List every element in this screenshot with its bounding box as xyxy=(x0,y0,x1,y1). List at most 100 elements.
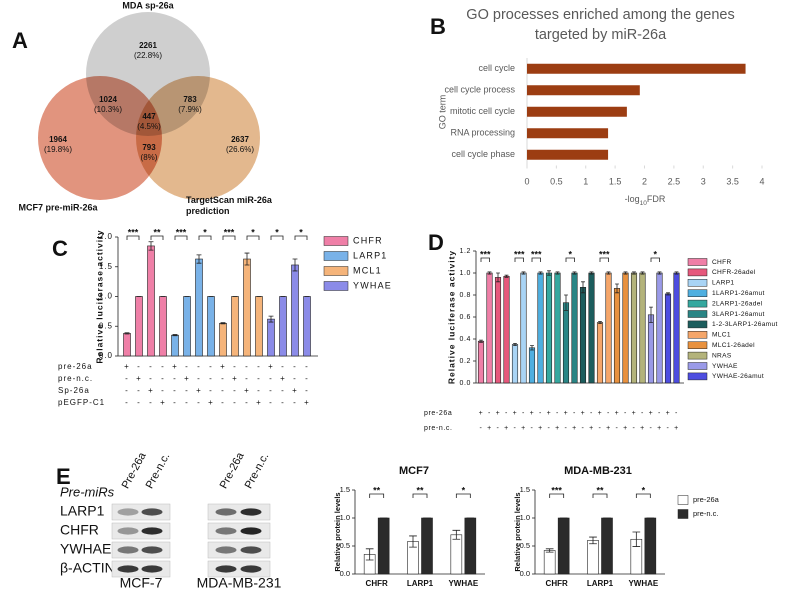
error-bar xyxy=(530,345,534,351)
condition-sign: - xyxy=(607,410,610,417)
bar xyxy=(511,344,519,384)
y-tick-label: 1.5 xyxy=(520,485,530,494)
significance-label: *** xyxy=(480,249,491,259)
bar xyxy=(477,340,485,384)
blot-frame xyxy=(111,560,171,578)
significance-bracket xyxy=(650,257,660,262)
condition-sign: - xyxy=(281,386,285,395)
condition-sign: + xyxy=(581,410,586,417)
significance-bracket xyxy=(635,493,651,498)
significance-bracket xyxy=(565,257,575,262)
legend-label: MLC1 xyxy=(712,332,731,339)
condition-sign: - xyxy=(173,386,177,395)
condition-sign: - xyxy=(209,386,213,395)
blot-row-label: CHFR xyxy=(60,522,99,538)
category-label: cell cycle process xyxy=(444,85,515,95)
region-share: (26.6%) xyxy=(226,145,254,154)
condition-sign: + xyxy=(220,362,226,371)
condition-sign: - xyxy=(221,386,225,395)
condition-sign: - xyxy=(149,362,153,371)
y-tick-label: 0.0 xyxy=(520,569,530,578)
significance-label: *** xyxy=(514,249,525,259)
error-bar xyxy=(589,536,597,545)
condition-sign: - xyxy=(209,374,213,383)
condition-sign: - xyxy=(173,398,177,407)
significance-bracket xyxy=(412,493,428,498)
chart-title: MDA-MB-231 xyxy=(564,465,632,477)
legend-swatch xyxy=(677,495,689,505)
x-tick-label: 1 xyxy=(583,176,588,186)
condition-sign: - xyxy=(641,410,644,417)
blot-frame xyxy=(207,560,271,578)
legend-label: NRAS xyxy=(712,352,732,359)
bar xyxy=(494,277,502,384)
condition-sign: + xyxy=(244,386,250,395)
blot-band xyxy=(215,546,237,554)
blot-band xyxy=(141,546,163,554)
significance-label: * xyxy=(462,485,466,495)
blot-band xyxy=(240,508,262,516)
legend-swatch xyxy=(687,320,708,329)
condition-sign: - xyxy=(125,374,129,383)
blot-band xyxy=(141,508,163,516)
significance-label: ** xyxy=(596,485,604,495)
bar xyxy=(630,272,638,384)
lane-label: Pre-n.c. xyxy=(243,451,272,491)
condition-label: pre-n.c. xyxy=(58,374,93,383)
condition-sign: - xyxy=(281,362,285,371)
panel-label: C xyxy=(52,236,68,261)
condition-sign: - xyxy=(245,362,249,371)
cell-line-label: MCF-7 xyxy=(120,575,163,591)
x-tick-label: CHFR xyxy=(546,579,568,588)
error-bar xyxy=(581,281,585,294)
error-bar xyxy=(623,271,628,275)
bar xyxy=(656,272,663,384)
y-tick-label: 1.2 xyxy=(459,248,471,255)
legend-swatch xyxy=(323,251,349,261)
legend-swatch xyxy=(687,258,708,266)
bar xyxy=(303,296,311,357)
bar xyxy=(527,106,627,117)
y-tick-label: 1.0 xyxy=(99,292,113,301)
region-count: 1024 xyxy=(99,95,117,104)
error-bar xyxy=(632,271,636,275)
region-share: (8%) xyxy=(141,153,158,162)
bar xyxy=(647,314,655,384)
y-axis-label: GO term xyxy=(437,95,447,130)
significance-bracket xyxy=(246,235,260,240)
condition-sign: - xyxy=(293,362,297,371)
error-bar xyxy=(545,548,554,553)
bar xyxy=(267,318,275,357)
region-share: (22.8%) xyxy=(134,51,162,60)
significance-bracket xyxy=(531,257,541,262)
condition-sign: + xyxy=(487,425,492,432)
error-bar xyxy=(674,271,679,275)
condition-sign: + xyxy=(256,398,262,407)
venn-set xyxy=(38,76,162,200)
condition-sign: - xyxy=(505,410,508,417)
error-bar xyxy=(172,334,178,337)
legend-label: 1-2-3LARP1-26amut xyxy=(712,321,778,328)
condition-sign: - xyxy=(488,410,491,417)
x-tick-label: LARP1 xyxy=(407,579,434,588)
condition-sign: - xyxy=(305,386,309,395)
bar xyxy=(673,272,680,384)
legend-swatch xyxy=(677,509,689,519)
bar xyxy=(664,293,672,384)
blot-band xyxy=(240,527,262,535)
condition-sign: - xyxy=(573,410,576,417)
chart-title: MCF7 xyxy=(399,465,429,477)
condition-sign: + xyxy=(547,410,552,417)
y-axis-label: Relative protein levels xyxy=(513,492,522,571)
condition-sign: + xyxy=(521,425,526,432)
condition-label: pre-26a xyxy=(58,362,93,371)
condition-sign: + xyxy=(504,425,509,432)
y-tick-label: 0.5 xyxy=(520,541,530,550)
y-tick-label: 1.0 xyxy=(340,513,350,522)
panel-label: A xyxy=(12,28,28,53)
error-bar xyxy=(513,343,517,346)
error-bar xyxy=(632,531,641,547)
condition-sign: - xyxy=(197,398,201,407)
condition-sign: - xyxy=(185,398,189,407)
